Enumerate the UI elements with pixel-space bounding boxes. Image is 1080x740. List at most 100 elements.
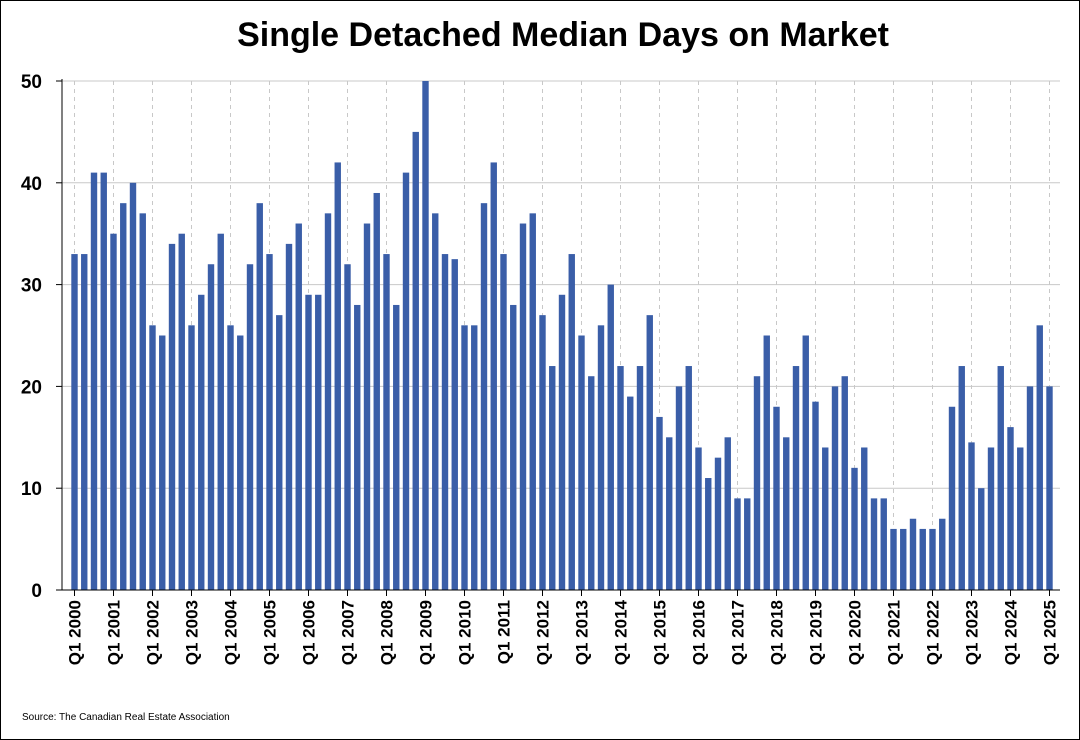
- bar-q3-2019: [831, 386, 839, 590]
- bar-q4-2021: [919, 528, 926, 590]
- bar-q4-2017: [763, 335, 770, 590]
- x-tick-label: Q1 2018: [768, 600, 787, 665]
- bar-q3-2016: [714, 457, 722, 590]
- bar-q4-2015: [685, 366, 692, 590]
- bar-q1-2009: [422, 81, 429, 590]
- bar-q4-2006: [334, 162, 341, 590]
- bar-q3-2020: [870, 498, 878, 590]
- bar-q2-2020: [861, 447, 868, 590]
- bar-q2-2001: [120, 203, 127, 590]
- x-tick-label: Q1 2017: [729, 600, 748, 665]
- bar-q4-2018: [802, 335, 809, 590]
- bar-q4-2023: [997, 366, 1004, 590]
- x-tick-label: Q1 2019: [807, 600, 826, 665]
- y-tick-label: 30: [21, 276, 42, 297]
- bar-q1-2017: [734, 498, 741, 590]
- bar-q2-2010: [471, 325, 478, 590]
- bar-q4-2000: [100, 172, 107, 590]
- bar-q1-2010: [461, 325, 468, 590]
- bars: [71, 81, 1053, 591]
- x-tick-label: Q1 2012: [534, 600, 553, 665]
- bar-q1-2000: [71, 254, 78, 590]
- bar-q1-2018: [773, 406, 780, 590]
- x-tick-label: Q1 2020: [846, 600, 865, 665]
- bar-q1-2012: [539, 315, 546, 590]
- x-tick-label: Q1 2002: [144, 600, 163, 665]
- bar-q2-2014: [627, 396, 634, 590]
- bar-q4-2013: [607, 284, 614, 590]
- bar-q3-2012: [558, 294, 566, 590]
- source-note: Source: The Canadian Real Estate Associa…: [22, 712, 230, 723]
- bar-q1-2004: [227, 325, 234, 590]
- bar-q2-2006: [315, 294, 322, 590]
- x-tick-label: Q1 2021: [885, 600, 904, 665]
- bar-q3-2013: [597, 325, 605, 590]
- bar-q4-2014: [646, 315, 653, 590]
- x-tick-label: Q1 2024: [1002, 599, 1021, 665]
- bar-q2-2007: [354, 304, 361, 590]
- x-tick-label: Q1 2011: [495, 600, 514, 664]
- bar-q3-2008: [402, 172, 410, 590]
- bar-q4-2022: [958, 366, 965, 590]
- bar-q1-2024: [1007, 427, 1014, 590]
- bar-q4-2010: [490, 162, 497, 590]
- bar-q3-2018: [792, 366, 800, 590]
- bar-q4-2007: [373, 192, 380, 591]
- bar-q3-2010: [480, 203, 488, 590]
- x-tick-label: Q1 2025: [1041, 600, 1060, 665]
- x-tick-label: Q1 2008: [378, 600, 397, 665]
- x-tick-label: Q1 2023: [963, 600, 982, 665]
- bar-q2-2012: [549, 366, 556, 590]
- bar-q3-2023: [987, 447, 995, 590]
- bar-q1-2007: [344, 264, 351, 590]
- bar-q4-2019: [841, 376, 848, 590]
- bar-q1-2006: [305, 294, 312, 590]
- bar-q1-2022: [929, 528, 936, 590]
- x-tick-label: Q1 2000: [66, 600, 85, 665]
- bar-q3-2009: [441, 254, 449, 590]
- bar-q4-2003: [217, 233, 224, 590]
- bar-q2-2011: [510, 304, 517, 590]
- x-tick-label: Q1 2014: [612, 599, 631, 665]
- bar-q1-2016: [695, 447, 702, 590]
- bar-q2-2009: [432, 213, 439, 590]
- y-tick-label: 20: [21, 377, 42, 398]
- x-tick-label: Q1 2009: [417, 600, 436, 665]
- bar-q2-2000: [81, 254, 88, 590]
- bar-q4-2002: [178, 233, 185, 590]
- bar-q4-2012: [568, 254, 575, 590]
- x-tick-label: Q1 2007: [339, 600, 358, 665]
- bar-q2-2002: [159, 335, 166, 590]
- bar-q4-2016: [724, 437, 731, 590]
- bar-q1-2020: [851, 467, 858, 590]
- x-tick-label: Q1 2003: [183, 600, 202, 665]
- x-tick-label: Q1 2005: [261, 600, 280, 665]
- bar-q1-2013: [578, 335, 585, 590]
- x-tick-label: Q1 2004: [222, 599, 241, 665]
- bar-q3-2000: [90, 172, 98, 590]
- bar-q1-2002: [149, 325, 156, 590]
- bar-q1-2015: [656, 416, 663, 590]
- x-tick-label: Q1 2001: [105, 600, 124, 665]
- bar-q2-2005: [276, 315, 283, 590]
- x-axis-ticks: Q1 2000 Q1 2001 Q1 2002 Q1 2003 Q1 2004 Q1 20…: [66, 599, 1060, 665]
- bar-q1-2008: [383, 254, 390, 590]
- bar-q3-2014: [636, 366, 644, 590]
- y-axis-ticks: 0 10 20 30 40 50: [21, 72, 42, 602]
- x-tick-label: Q1 2015: [651, 600, 670, 665]
- bar-q2-2003: [198, 294, 205, 590]
- bar-q4-2011: [529, 213, 536, 590]
- x-tick-label: Q1 2022: [924, 600, 943, 665]
- bar-q1-2019: [812, 401, 819, 590]
- x-tick-label: Q1 2006: [300, 600, 319, 665]
- bar-q3-2021: [909, 518, 917, 590]
- axes: [56, 79, 1060, 596]
- bar-q3-2007: [363, 223, 371, 590]
- bar-q3-2005: [285, 243, 293, 590]
- bar-q3-2004: [246, 264, 254, 590]
- bar-q1-2005: [266, 254, 273, 590]
- bar-q4-2020: [880, 498, 887, 590]
- bar-q3-2022: [948, 406, 956, 590]
- bar-q3-2024: [1026, 386, 1034, 590]
